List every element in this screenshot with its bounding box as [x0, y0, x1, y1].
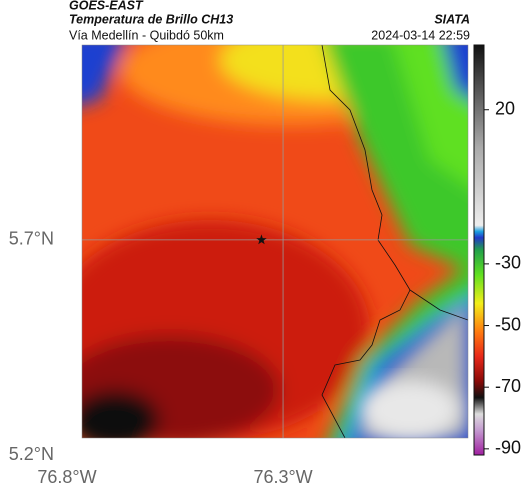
- colorbar-tick-label: -50: [495, 314, 521, 334]
- colorbar-tick-label: -30: [495, 253, 521, 273]
- subtitle: Vía Medellín - Quibdó 50km: [69, 28, 224, 42]
- colorbar: [473, 44, 485, 456]
- map-image: [82, 45, 468, 438]
- source: GOES-EAST: [69, 0, 144, 12]
- colorbar-tick-label: -90: [495, 438, 521, 458]
- datetime: 2024-03-14 22:59: [371, 28, 470, 42]
- title: Temperatura de Brillo CH13: [69, 12, 233, 26]
- brand: SIATA: [434, 12, 470, 26]
- colorbar-tick-label: 20: [495, 98, 515, 118]
- x-tick-label: 76.3°W: [253, 467, 312, 487]
- colorbar-tick-label: -70: [495, 376, 521, 396]
- y-tick-label: 5.2°N: [9, 444, 54, 464]
- y-tick-label: 5.7°N: [9, 229, 54, 249]
- map-frame: [81, 44, 469, 439]
- x-tick-label: 76.8°W: [37, 467, 96, 487]
- location-marker: [256, 234, 267, 245]
